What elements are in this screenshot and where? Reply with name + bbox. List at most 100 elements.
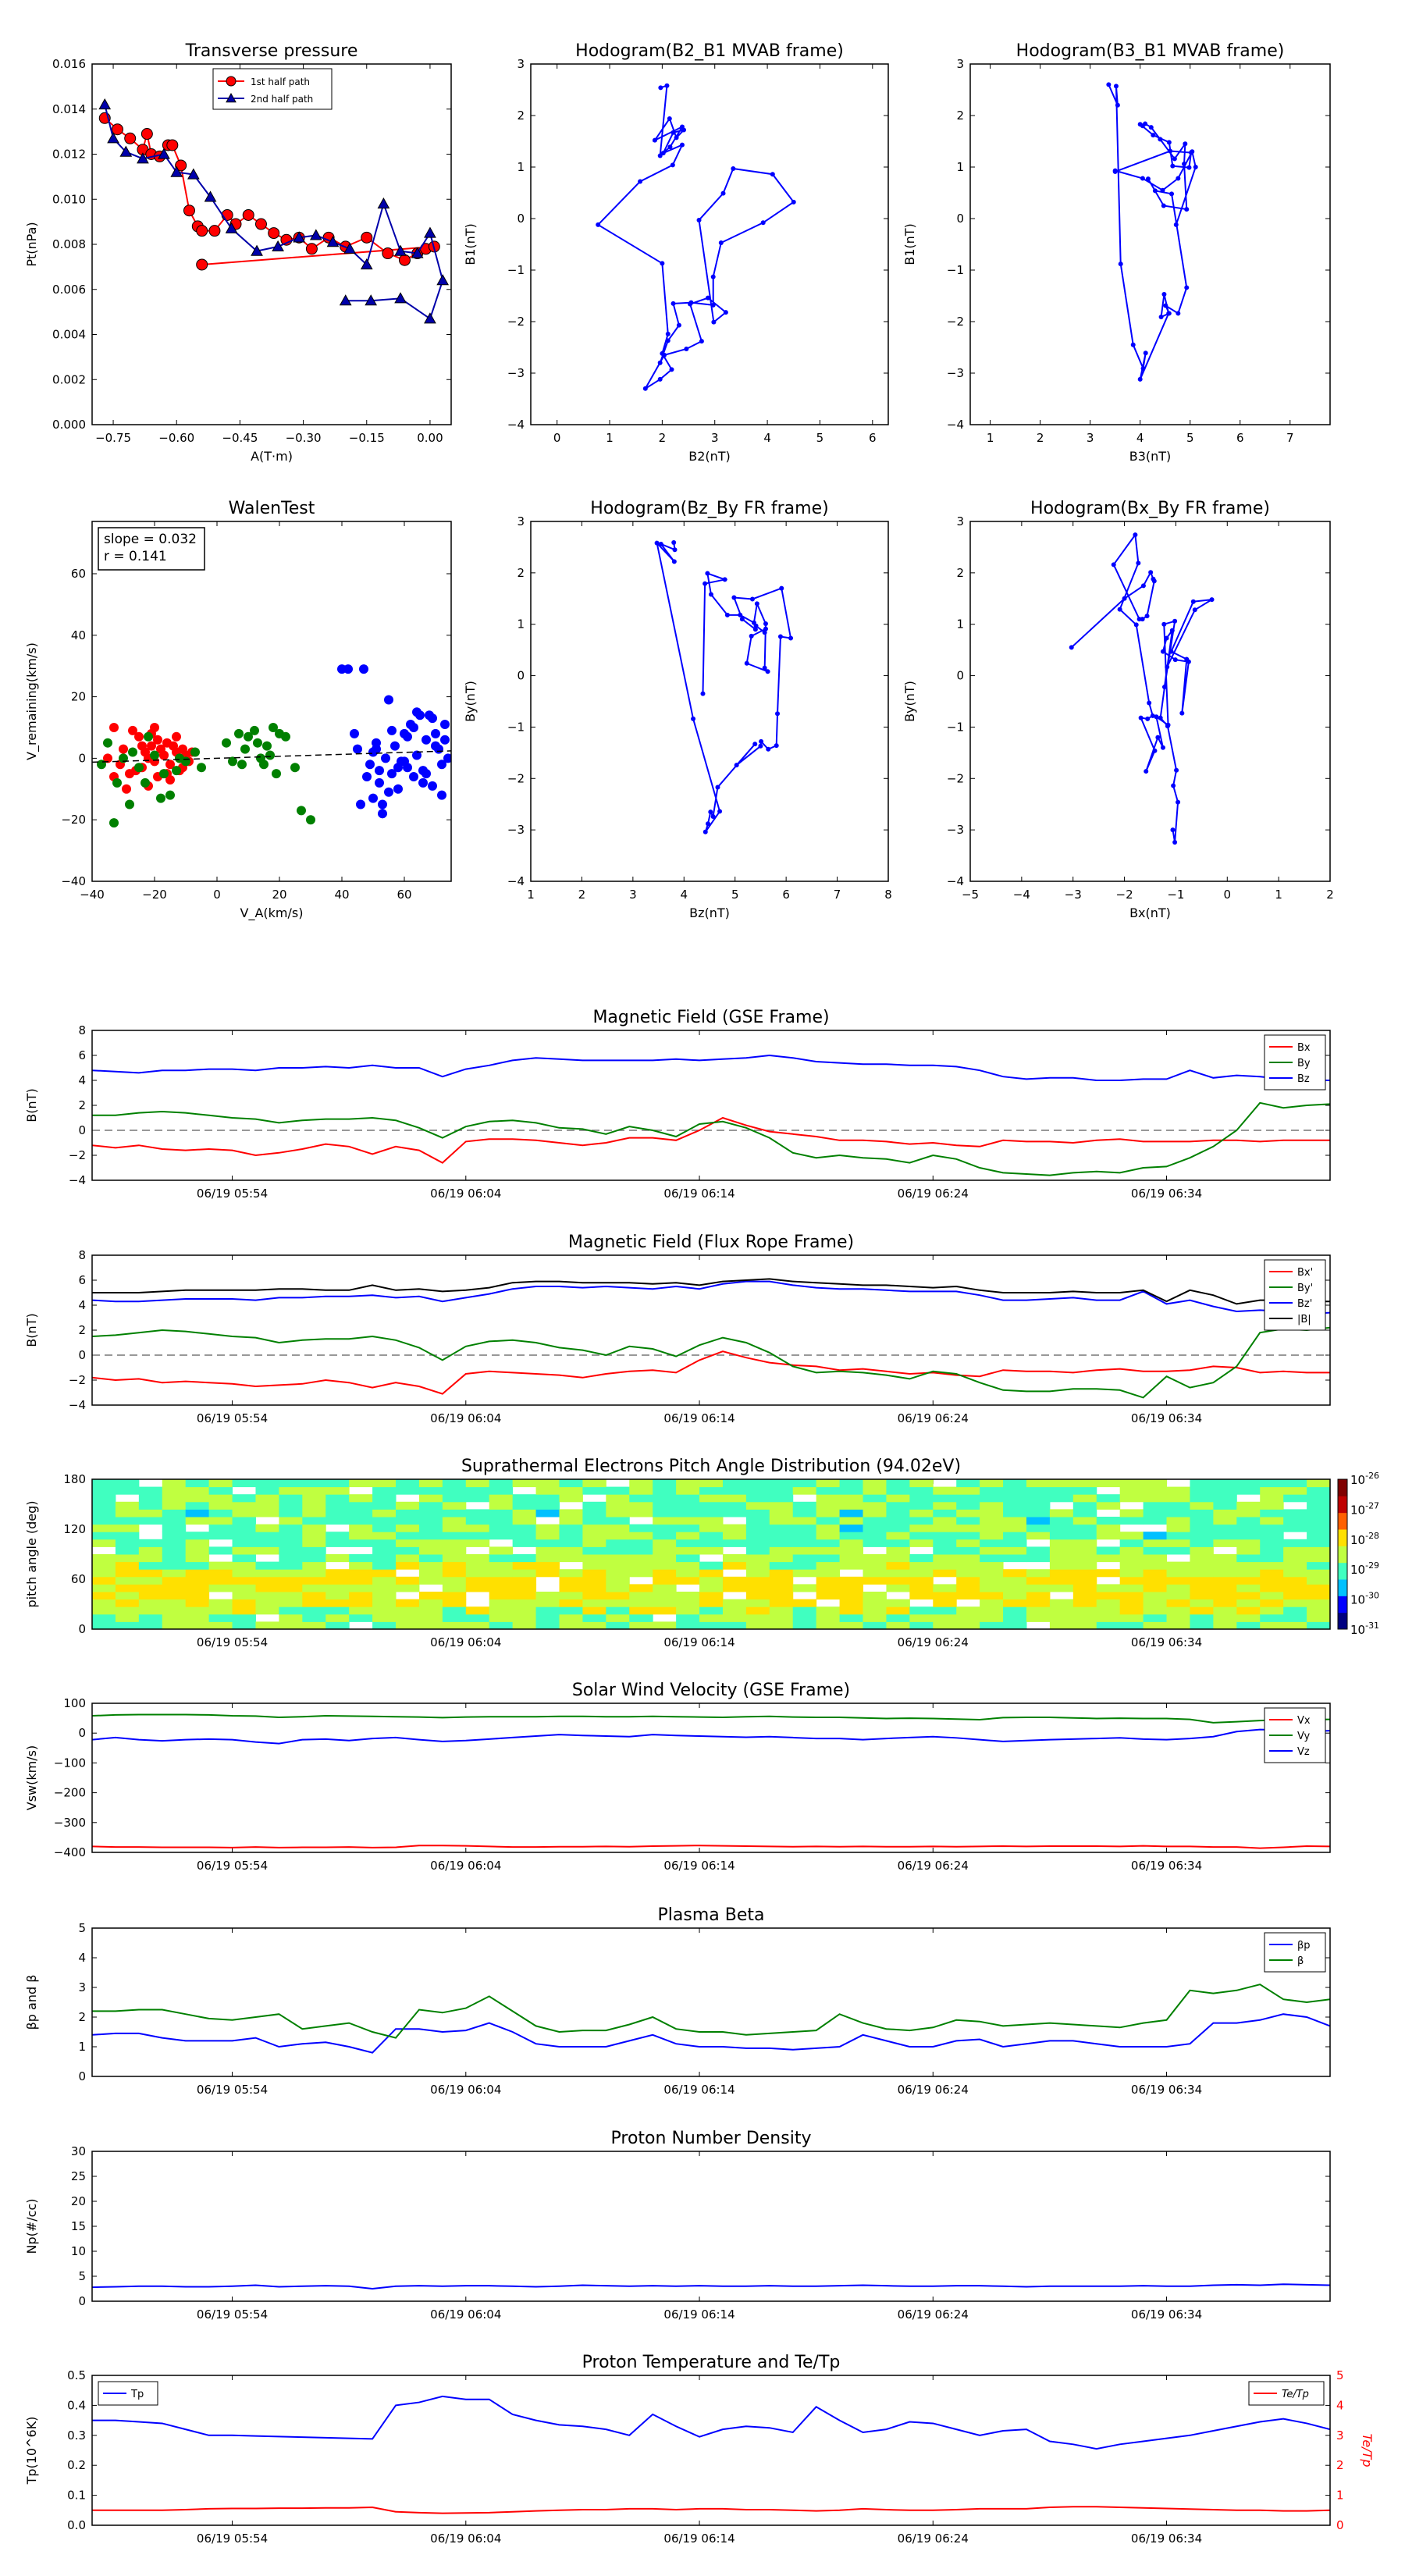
heatmap-cell (1307, 1539, 1330, 1547)
x-tick-label: 1 (527, 888, 535, 902)
heatmap-cell (1072, 1614, 1097, 1622)
heatmap-cell (1283, 1524, 1307, 1532)
heatmap-cell (722, 1614, 747, 1622)
y-tick-label: −100 (54, 1756, 86, 1770)
heatmap-cell (606, 1614, 630, 1622)
heatmap-cell (255, 1494, 279, 1503)
chart-h4: Hodogram(Bx_By FR frame)−5 −4 −3 −2 −1 0 1 2−4−… (902, 499, 1334, 920)
data-point (720, 190, 726, 196)
heatmap-cell (582, 1599, 606, 1607)
heatmap-cell (745, 1546, 770, 1555)
heatmap-cell (769, 1621, 794, 1629)
y-axis-label: Pt(nPa) (24, 222, 39, 266)
heatmap-cell (1143, 1621, 1168, 1629)
heatmap-cell (396, 1554, 420, 1563)
heatmap-cell (279, 1584, 303, 1592)
heatmap-cell (792, 1614, 817, 1622)
heatmap-cell (1213, 1592, 1237, 1600)
heatmap-cell (162, 1569, 187, 1578)
heatmap-cell (1236, 1599, 1261, 1607)
heatmap-cell (279, 1569, 303, 1578)
heatmap-cell (1236, 1501, 1261, 1510)
data-point (409, 772, 418, 782)
heatmap-cell (1166, 1606, 1190, 1615)
y-tick-label: 25 (71, 2169, 86, 2183)
heatmap-cell (92, 1599, 116, 1607)
x-axis-label: A(T·m) (251, 449, 293, 464)
y-tick-label: 0 (78, 751, 86, 765)
y-tick-label: 0.010 (52, 192, 86, 206)
heatmap-cell (302, 1501, 326, 1510)
heatmap-cell (1166, 1539, 1190, 1547)
series-line-by (92, 1326, 1330, 1399)
heatmap-cell (1190, 1606, 1214, 1615)
plot-frame (91, 2375, 1331, 2526)
heatmap-cell (138, 1592, 163, 1600)
heatmap-cell (839, 1599, 864, 1607)
heatmap-cell (559, 1509, 583, 1517)
heatmap-cell (535, 1479, 560, 1488)
series-1 (1106, 82, 1198, 382)
data-point (208, 225, 221, 237)
data-point (375, 777, 384, 788)
heatmap-cell (1190, 1479, 1214, 1488)
data-point (1169, 628, 1175, 633)
heatmap-cell (1283, 1569, 1307, 1578)
heatmap-cell (162, 1539, 187, 1547)
heatmap-cell (1026, 1546, 1051, 1555)
heatmap-cell (512, 1621, 537, 1629)
heatmap-cell (1096, 1606, 1121, 1615)
y-tick-label: −2 (507, 315, 525, 329)
heatmap-cell (863, 1524, 887, 1532)
heatmap-cell (465, 1569, 490, 1578)
heatmap-cell (745, 1509, 770, 1517)
y-tick-label: 2 (78, 1098, 86, 1112)
heatmap-cell (418, 1479, 443, 1488)
data-point (708, 809, 713, 815)
heatmap-cell (1260, 1501, 1284, 1510)
heatmap-cell (372, 1517, 397, 1525)
heatmap-cell (1236, 1509, 1261, 1517)
heatmap-cell (1260, 1599, 1284, 1607)
data-point (671, 540, 677, 546)
heatmap-cell (255, 1569, 279, 1578)
heatmap-cell (372, 1524, 397, 1532)
heatmap-cell (676, 1517, 700, 1525)
data-point (1118, 262, 1123, 267)
heatmap-cell (933, 1546, 957, 1555)
heatmap-cell (208, 1561, 233, 1570)
heatmap-cell (1072, 1561, 1097, 1570)
heatmap-cell (1236, 1554, 1261, 1563)
heatmap-cell (418, 1494, 443, 1503)
data-point (1166, 140, 1172, 145)
heatmap-cell (886, 1501, 910, 1510)
heatmap-cell (372, 1576, 397, 1585)
x-tick-label: −5 (962, 888, 979, 902)
heatmap-cell (396, 1517, 420, 1525)
heatmap-cell (699, 1517, 724, 1525)
heatmap-cell (465, 1554, 490, 1563)
chart-walen: WalenTest−40 −20 0 20 40 60−40−200204060V_A(k… (24, 499, 452, 921)
heatmap-cell (115, 1509, 140, 1517)
heatmap-cell (302, 1539, 326, 1547)
series-line-s0 (92, 2283, 1330, 2290)
x-tick-label: −0.30 (286, 431, 322, 445)
heatmap-cell (863, 1614, 887, 1622)
y-tick-label: 8 (78, 1023, 86, 1037)
x-tick-label: 4 (763, 431, 771, 445)
series-line-tetp (92, 2506, 1330, 2514)
heatmap-cell (162, 1509, 187, 1517)
x-tick-label: 06/19 05:54 (197, 2532, 268, 2546)
y-tick-label: −3 (507, 823, 525, 837)
heatmap-cell (863, 1494, 887, 1503)
heatmap-cell (1119, 1494, 1144, 1503)
data-point (98, 98, 112, 110)
data-point (253, 738, 262, 748)
chart-title: Magnetic Field (Flux Rope Frame) (568, 1233, 854, 1252)
data-point (670, 301, 676, 306)
heatmap-cell (629, 1621, 653, 1629)
heatmap-cell (442, 1561, 467, 1570)
colorbar-tick-label: 10-31 (1350, 1621, 1379, 1637)
y2-tick-label: 3 (1336, 2428, 1344, 2443)
